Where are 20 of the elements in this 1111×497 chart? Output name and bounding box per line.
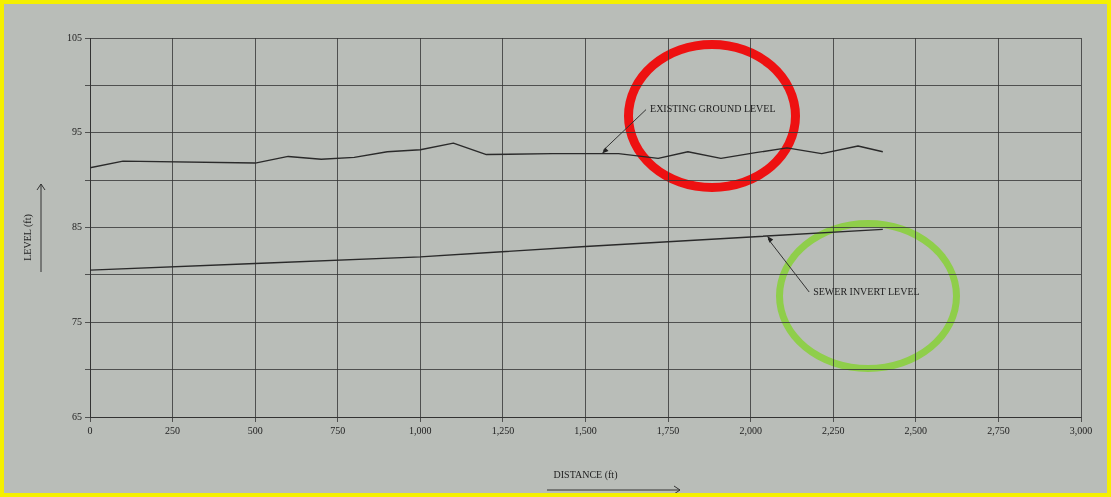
x-tick-label: 1,000 [409, 424, 432, 436]
x-tick-label: 0 [87, 424, 93, 436]
x-tick-label: 3,000 [1069, 424, 1093, 436]
x-tick-label: 2,000 [739, 424, 762, 436]
x-tick-label: 250 [165, 424, 181, 436]
x-tick-label: 1,750 [656, 424, 680, 436]
x-tick-label: 2,750 [987, 424, 1010, 436]
y-tick-label: 105 [67, 31, 82, 43]
x-tick-label: 2,500 [904, 424, 928, 436]
x-tick-label: 1,250 [491, 424, 515, 436]
x-tick-label: 1,500 [574, 424, 597, 436]
y-tick-label: 85 [72, 221, 82, 233]
y-axis-title: LEVEL (ft) [21, 214, 34, 261]
x-tick-label: 2,250 [822, 424, 845, 436]
x-axis-title: DISTANCE (ft) [553, 468, 618, 481]
x-tick-label: 500 [247, 424, 263, 436]
x-tick-label: 750 [330, 424, 346, 436]
y-tick-label: 65 [72, 410, 82, 422]
y-tick-label: 75 [72, 315, 82, 327]
y-tick-label: 95 [72, 126, 82, 138]
